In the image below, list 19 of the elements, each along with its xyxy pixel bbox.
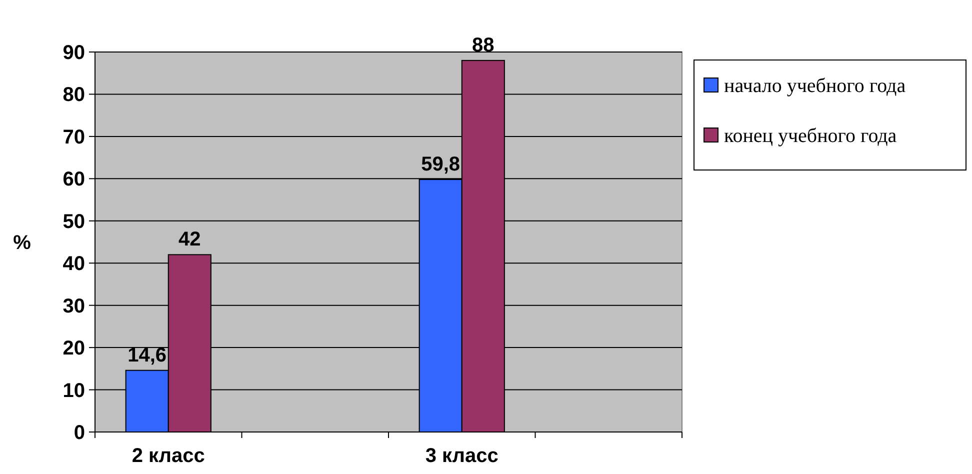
y-tick-label: 30 — [62, 295, 85, 318]
legend-label: конец учебного года — [724, 125, 897, 147]
y-axis-title: % — [13, 232, 32, 254]
y-tick-label: 60 — [62, 168, 85, 191]
y-tick-label: 50 — [62, 210, 85, 233]
x-tick-label: 2 класс — [132, 445, 205, 467]
legend-label: начало учебного года — [724, 75, 906, 97]
data-label: 59,8 — [421, 154, 460, 176]
y-tick-label: 70 — [62, 126, 85, 148]
y-tick-label: 0 — [74, 422, 85, 444]
x-tick-label: 3 класс — [425, 445, 498, 467]
y-tick-label: 90 — [62, 42, 85, 64]
y-tick-label: 20 — [62, 338, 85, 360]
y-tick-label: 40 — [62, 253, 85, 276]
y-tick-label: 80 — [62, 84, 85, 106]
data-label: 42 — [178, 228, 201, 251]
data-label: 14,6 — [128, 344, 167, 366]
data-label: 88 — [472, 34, 494, 56]
y-tick-label: 10 — [62, 380, 85, 402]
